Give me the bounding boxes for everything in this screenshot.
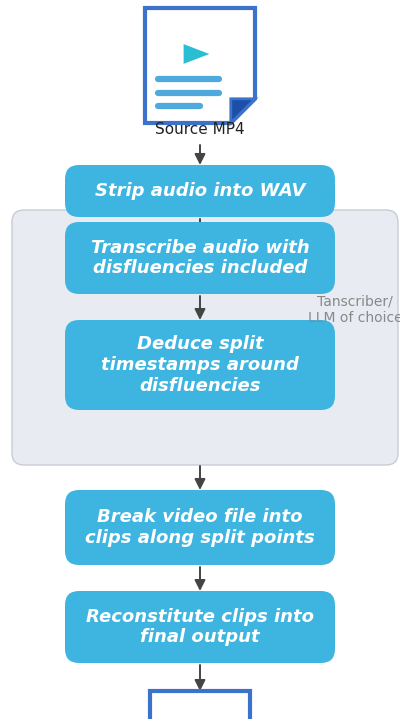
Text: Tanscriber/
LLM of choice: Tanscriber/ LLM of choice: [308, 295, 400, 325]
Text: Source MP4: Source MP4: [155, 122, 245, 137]
FancyBboxPatch shape: [12, 210, 398, 465]
Text: Reconstitute clips into
final output: Reconstitute clips into final output: [86, 608, 314, 646]
FancyBboxPatch shape: [65, 222, 335, 294]
Text: Transcribe audio with
disfluencies included: Transcribe audio with disfluencies inclu…: [91, 239, 309, 278]
FancyBboxPatch shape: [65, 165, 335, 217]
FancyBboxPatch shape: [65, 490, 335, 565]
Text: Break video file into
clips along split points: Break video file into clips along split …: [85, 508, 315, 547]
FancyBboxPatch shape: [65, 320, 335, 410]
Text: Strip audio into WAV: Strip audio into WAV: [95, 182, 305, 200]
Polygon shape: [150, 691, 250, 719]
Polygon shape: [231, 99, 255, 123]
Polygon shape: [145, 8, 255, 123]
Polygon shape: [184, 44, 209, 64]
FancyBboxPatch shape: [65, 591, 335, 663]
Text: Deduce split
timestamps around
disfluencies: Deduce split timestamps around disfluenc…: [101, 335, 299, 395]
